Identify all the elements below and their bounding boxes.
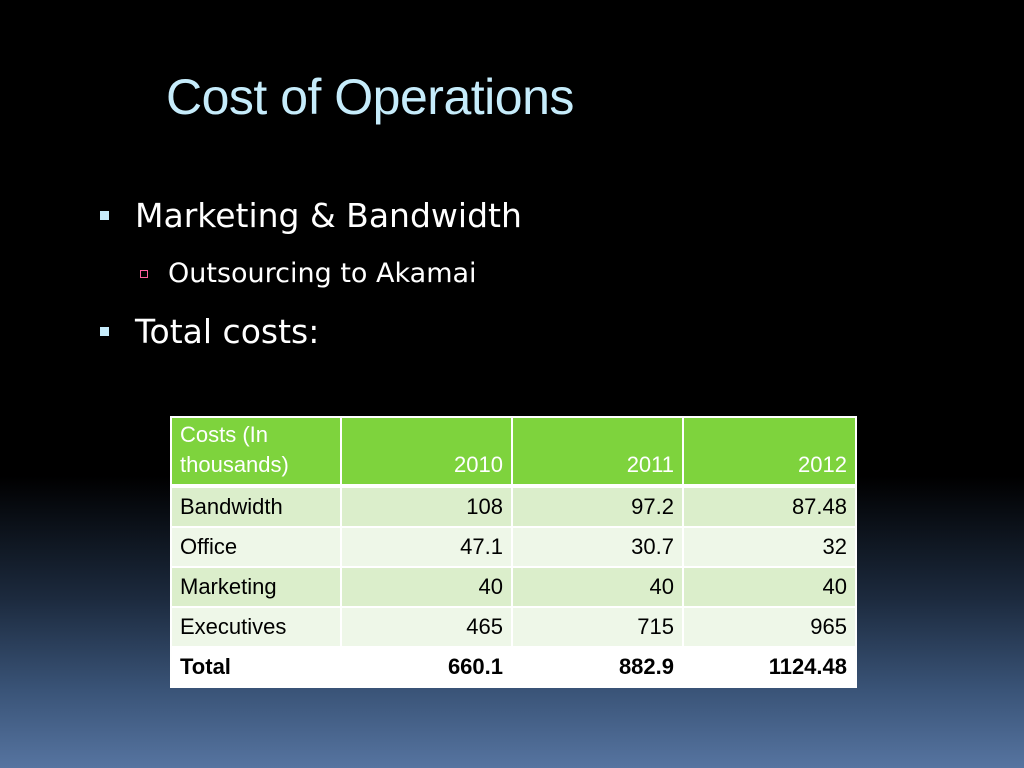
column-header-2011: 2011: [511, 416, 684, 487]
cell-value: 30.7: [511, 526, 684, 568]
cell-value: 965: [682, 606, 857, 648]
cell-value: 715: [511, 606, 684, 648]
filled-square-bullet-icon: [100, 211, 109, 220]
cell-value: 87.48: [682, 485, 857, 528]
total-value: 660.1: [340, 646, 513, 688]
row-label: Marketing: [170, 566, 342, 608]
row-label: Office: [170, 526, 342, 568]
costs-table: Costs (In thousands) 2010 2011 2012 Band…: [170, 416, 857, 688]
bullet-item: Total costs:: [100, 312, 319, 351]
cell-value: 40: [340, 566, 513, 608]
cell-value: 108: [340, 485, 513, 528]
cell-value: 97.2: [511, 485, 684, 528]
total-value: 882.9: [511, 646, 684, 688]
column-header-2010: 2010: [340, 416, 513, 487]
row-label: Bandwidth: [170, 485, 342, 528]
column-header-2012: 2012: [682, 416, 857, 487]
table-row: Executives 465 715 965: [170, 606, 857, 648]
cell-value: 47.1: [340, 526, 513, 568]
total-value: 1124.48: [682, 646, 857, 688]
row-label-total: Total: [170, 646, 342, 688]
table-row: Marketing 40 40 40: [170, 566, 857, 608]
hollow-square-bullet-icon: [140, 269, 148, 278]
cell-value: 40: [682, 566, 857, 608]
column-header-costs: Costs (In thousands): [170, 416, 342, 487]
cell-value: 32: [682, 526, 857, 568]
slide-title: Cost of Operations: [166, 69, 574, 125]
table-row: Office 47.1 30.7 32: [170, 526, 857, 568]
sub-bullet-text: Outsourcing to Akamai: [168, 258, 477, 289]
bullet-item: Marketing & Bandwidth: [100, 196, 522, 235]
cell-value: 40: [511, 566, 684, 608]
cell-value: 465: [340, 606, 513, 648]
filled-square-bullet-icon: [100, 327, 109, 336]
row-label: Executives: [170, 606, 342, 648]
sub-bullet-item: Outsourcing to Akamai: [140, 258, 477, 289]
table-total-row: Total 660.1 882.9 1124.48: [170, 646, 857, 688]
table-header-row: Costs (In thousands) 2010 2011 2012: [170, 416, 857, 487]
bullet-text: Marketing & Bandwidth: [135, 196, 522, 235]
table-row: Bandwidth 108 97.2 87.48: [170, 485, 857, 528]
bullet-text: Total costs:: [135, 312, 320, 351]
costs-table-container: Costs (In thousands) 2010 2011 2012 Band…: [170, 416, 857, 688]
